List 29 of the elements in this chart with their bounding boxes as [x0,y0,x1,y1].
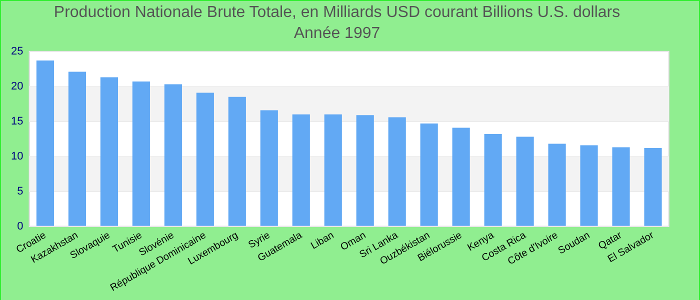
bar [292,114,310,226]
bar [324,114,342,226]
bar [132,82,150,226]
bar [580,145,598,226]
bar [228,96,246,226]
y-tick-label: 25 [10,45,24,58]
chart-title: Production Nationale Brute Totale, en Milliards USD courant Billions U.S. dollars [54,4,620,22]
bar [356,115,374,226]
bar [484,134,502,226]
bar [68,72,86,226]
bar [452,128,470,226]
y-tick-label: 10 [10,150,24,162]
bar [260,110,278,226]
bar [164,84,182,226]
bar [36,60,54,226]
bar [516,136,534,226]
bar [100,77,118,226]
y-tick-label: 20 [10,80,24,92]
x-tick-label: Liban [309,230,336,252]
bar [612,147,630,226]
y-tick-label: 5 [17,185,24,198]
bar [548,144,566,226]
bar [196,92,214,226]
y-tick-label: 0 [17,220,24,232]
bar [420,124,438,226]
bar [388,117,406,226]
y-tick-label: 15 [10,115,24,128]
chart-subtitle: Année 1997 [294,25,380,42]
bar [644,148,662,226]
